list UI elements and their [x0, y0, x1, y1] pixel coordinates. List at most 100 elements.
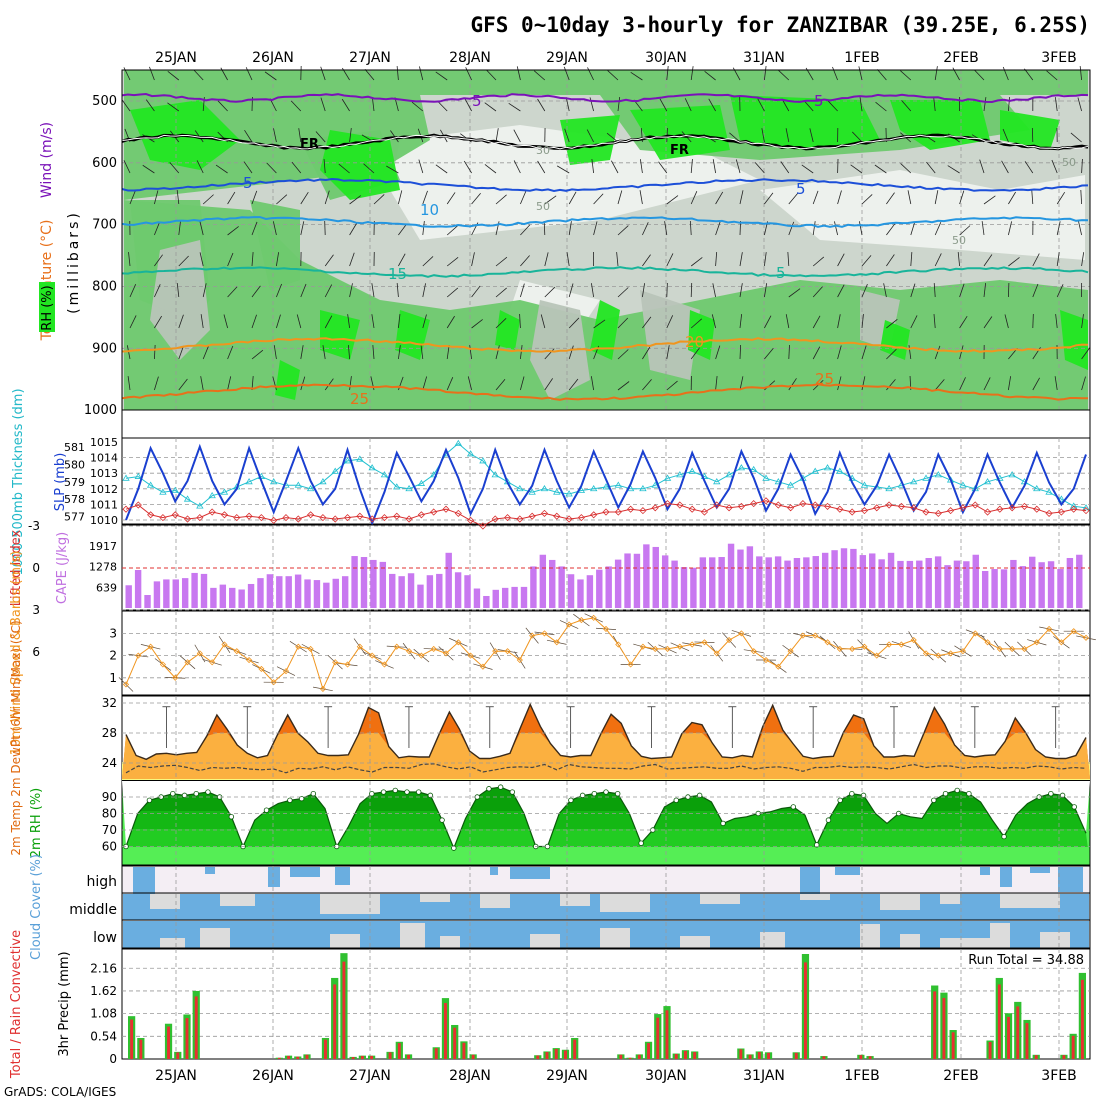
thickness-point — [639, 484, 647, 492]
li-point — [245, 512, 253, 520]
wind-barb — [739, 252, 743, 267]
wind-barb — [386, 165, 399, 174]
wind-barb — [1077, 97, 1082, 112]
wind-barb — [666, 282, 668, 298]
precip-convective-bar — [1007, 1016, 1010, 1059]
contour-label: 5 — [243, 174, 253, 192]
wind-barb — [983, 254, 993, 267]
date-label: 27JAN — [349, 50, 391, 66]
date-label: 30JAN — [645, 1068, 687, 1084]
li-point — [700, 508, 709, 516]
wind-barb — [834, 221, 838, 236]
thickness-point — [922, 474, 930, 481]
thickness-point — [146, 481, 155, 488]
wind-barb — [739, 344, 742, 360]
cape-bar — [596, 569, 603, 608]
wind-barb — [617, 317, 629, 329]
upper-air-panel: 500 600 700 800 900 1000 5 5 FR FR 5 5 10 15 … — [84, 65, 1091, 439]
thickness-point — [380, 471, 389, 478]
wind-barb — [642, 222, 649, 236]
thickness-point — [688, 467, 696, 474]
wind10-series — [125, 617, 1087, 691]
li-point — [602, 508, 610, 516]
wind10-point — [910, 636, 917, 644]
wind-barb — [1008, 257, 1020, 267]
thickness-point — [294, 481, 303, 488]
li-point — [171, 511, 179, 519]
cape-bar — [680, 567, 688, 608]
thickness-point — [959, 481, 967, 488]
precip-convective-bar — [859, 1055, 863, 1059]
rh-contour-label: 50 — [1062, 156, 1076, 169]
cape-bar — [389, 573, 396, 608]
cape-bar — [257, 578, 264, 608]
wind-barb — [803, 100, 814, 112]
precip-convective-bar — [564, 1050, 567, 1059]
precip-convective-bar — [194, 996, 198, 1059]
wind10-point — [1058, 639, 1065, 646]
cape-bar — [643, 544, 650, 608]
wind10-point — [246, 656, 253, 664]
li-point — [343, 514, 352, 522]
li-point — [910, 504, 918, 512]
wind-barb — [861, 283, 868, 298]
wind-barb — [371, 314, 375, 329]
wind-barb — [264, 71, 277, 81]
wind-barb — [149, 66, 155, 81]
wind-barb — [565, 97, 570, 112]
wind-barb — [349, 128, 352, 143]
wind-barb — [202, 194, 214, 205]
wind10-point — [922, 650, 930, 657]
run-total: Run Total = 34.88 — [968, 953, 1084, 968]
ytick-label: 90 — [102, 790, 117, 804]
wind10-point — [196, 650, 203, 657]
ytick-label: 500 — [92, 94, 117, 109]
rh2m-point — [860, 792, 867, 799]
wind10-point — [270, 679, 277, 686]
wind-barb — [227, 226, 239, 236]
wind-barb — [910, 221, 916, 236]
cloud-high-block — [1030, 867, 1050, 873]
thickness-yticks: 581 580 579 578 577 — [64, 441, 85, 524]
wind-barb — [934, 190, 939, 205]
thickness-point — [393, 483, 401, 490]
precip-convective-bar — [656, 1017, 660, 1059]
li-point — [823, 502, 832, 510]
wind-barb — [910, 252, 913, 267]
rh-shade-region — [630, 105, 730, 160]
cape-bar — [200, 573, 208, 608]
freezing-label: FR — [670, 143, 689, 158]
li-point — [663, 500, 672, 508]
date-label: 1FEB — [844, 50, 879, 66]
wind-barb — [300, 221, 305, 236]
wind-barb — [446, 225, 458, 236]
rh2m-panel: 90 80 70 60 — [102, 780, 1091, 866]
wind-barb — [296, 314, 302, 329]
wind10-point — [258, 665, 265, 672]
li-point — [540, 509, 549, 517]
precip-convective-bar — [573, 1039, 577, 1059]
li-point — [639, 507, 647, 515]
li-point — [836, 505, 844, 513]
wind-barb — [764, 192, 774, 205]
thickness-point — [565, 490, 573, 497]
wind-barb — [593, 221, 598, 236]
wind-barb — [167, 102, 180, 112]
cloud-low-gap — [530, 934, 560, 948]
wind10-point — [1082, 634, 1090, 641]
wind-barb — [349, 376, 352, 391]
wind-barb — [690, 191, 698, 205]
precip-convective-bar — [407, 1054, 410, 1059]
wind-barb — [324, 378, 334, 391]
ytick-label: 700 — [92, 218, 117, 233]
temp2m-light-area — [122, 733, 1090, 779]
wind-barb — [901, 100, 912, 112]
dewpoint-series — [125, 763, 1087, 774]
date-label: 31JAN — [743, 1068, 785, 1084]
wind10-point — [356, 643, 363, 650]
cloud-high-block — [835, 867, 860, 875]
li-yticks: -3 0 3 6 — [28, 519, 40, 659]
ylabel-li: Lifted Index — [9, 529, 24, 606]
precip-convective-bar — [1034, 1055, 1038, 1059]
